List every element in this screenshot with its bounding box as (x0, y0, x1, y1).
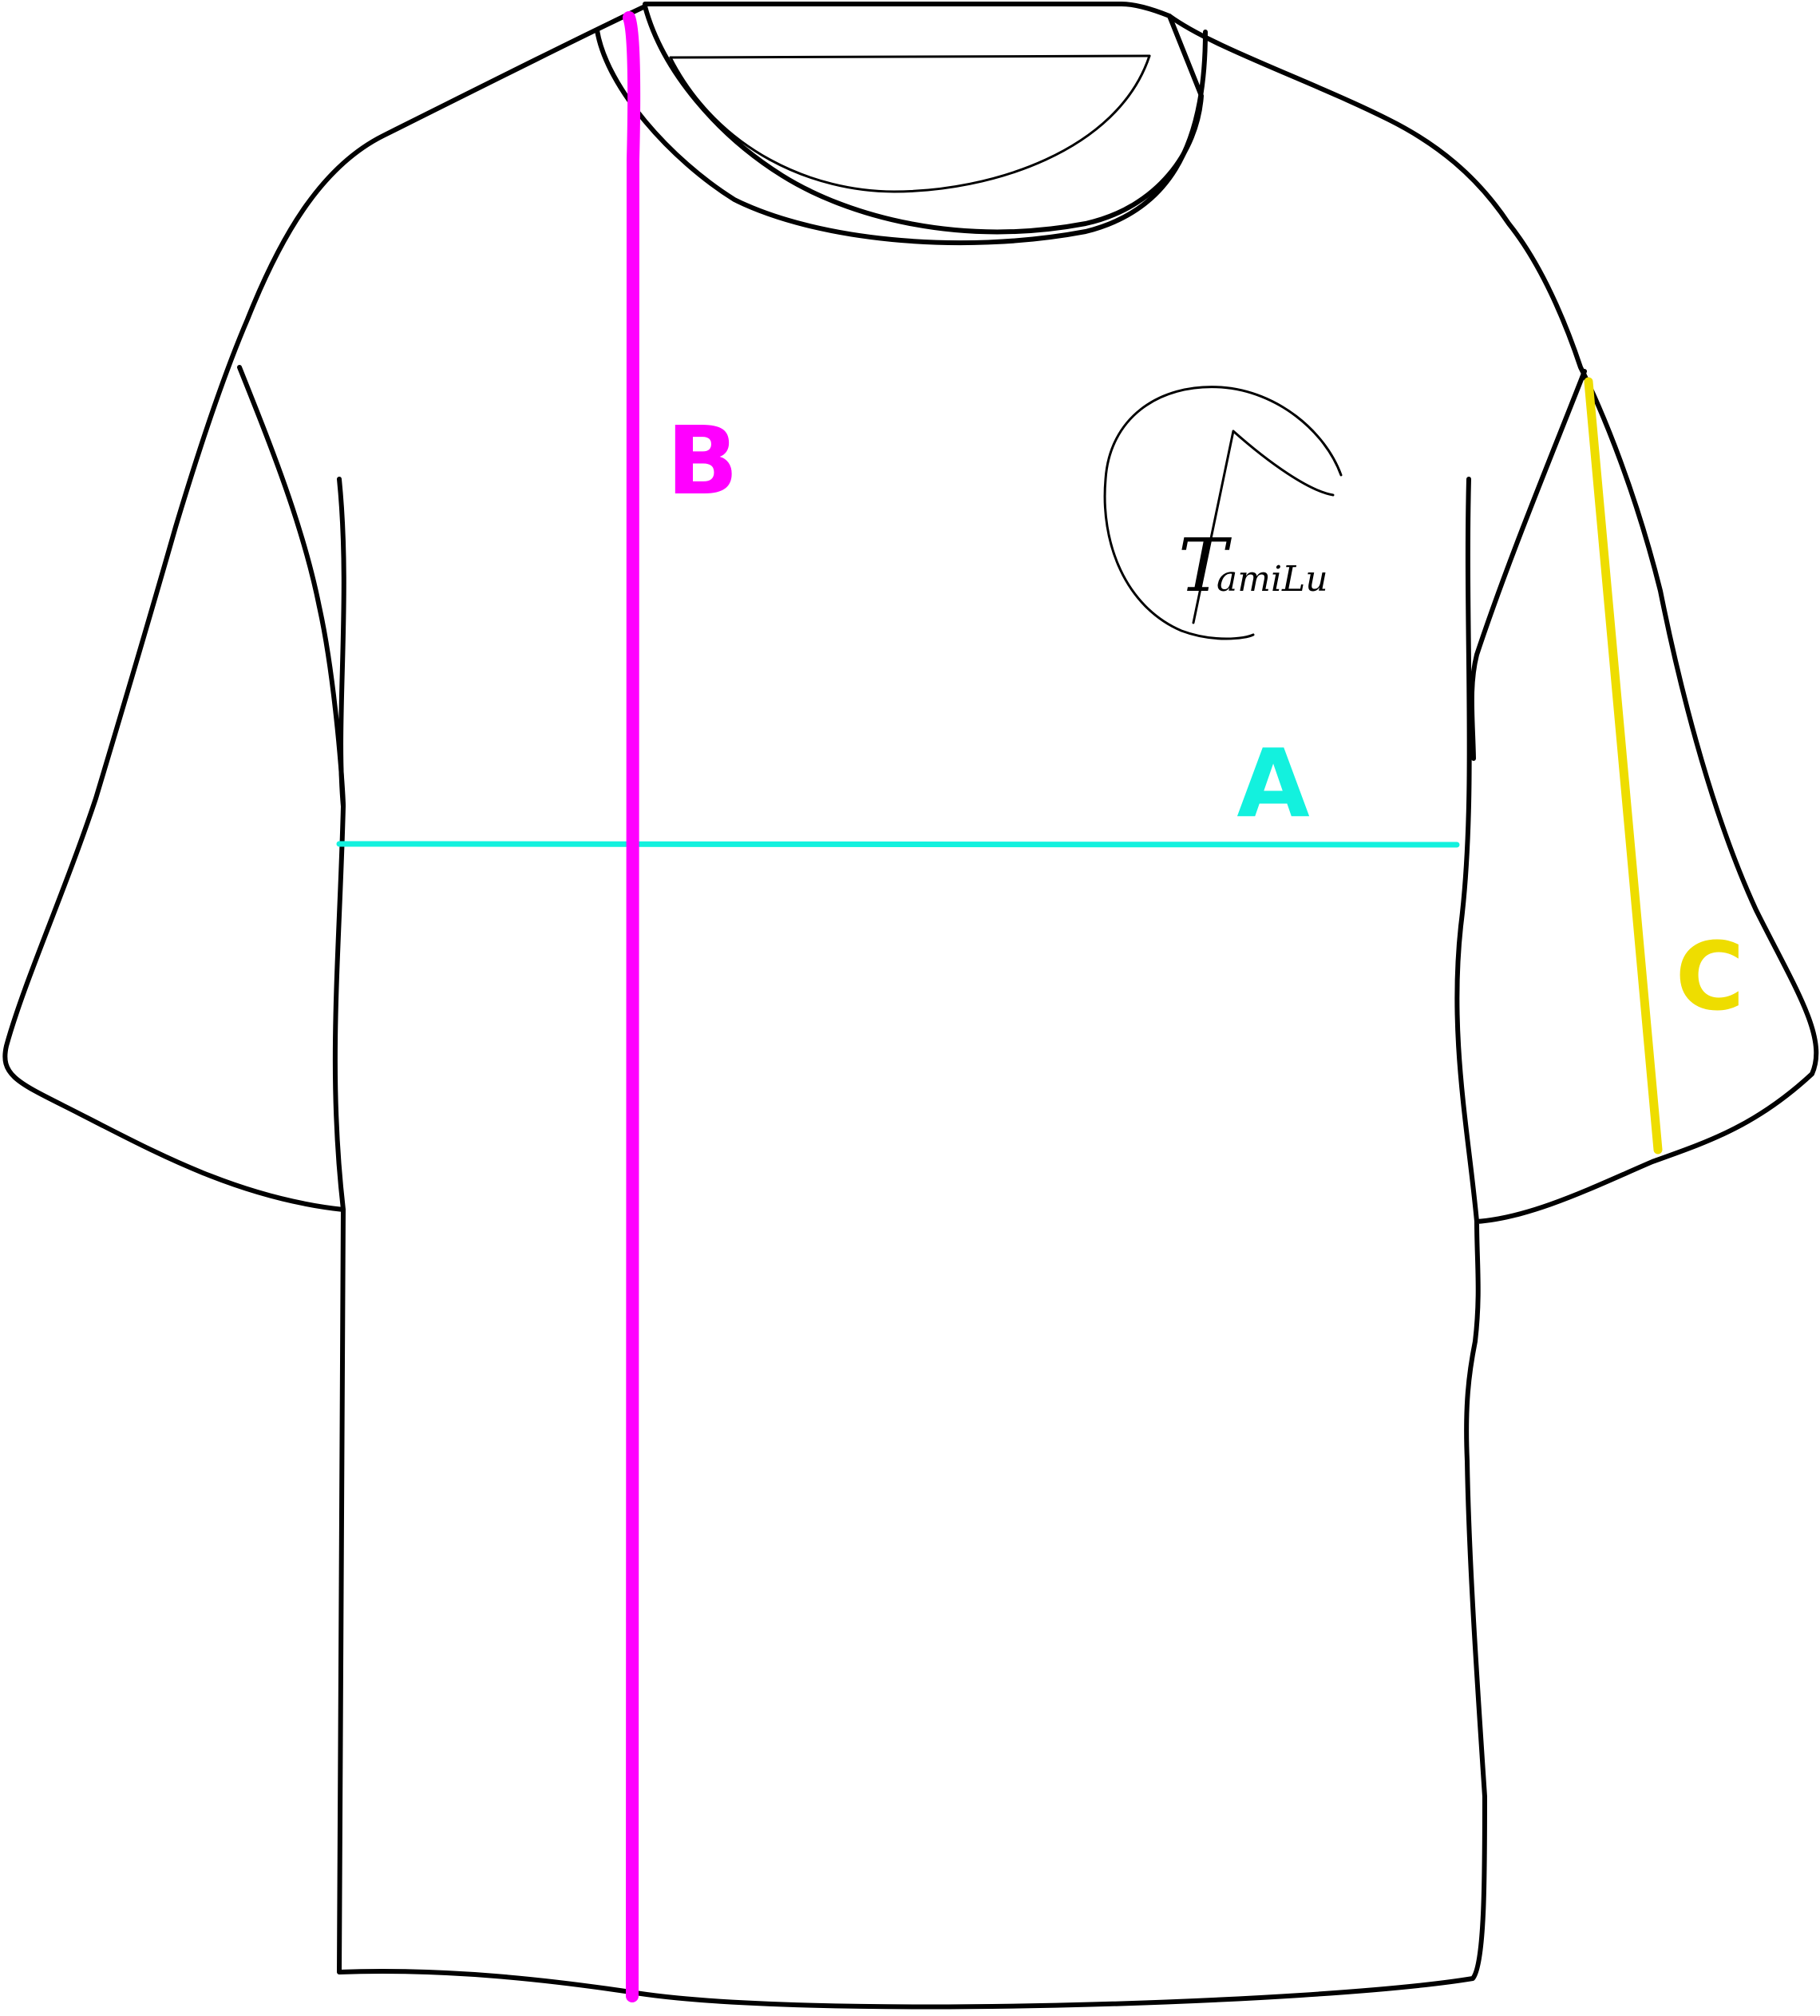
right-armhole (1454, 477, 1479, 1224)
logo-needle-stroke (1192, 430, 1335, 624)
measurement-lines (336, 11, 1663, 2002)
neckband-inner-curve (669, 54, 1151, 193)
collar-outer-outline (643, 4, 1204, 235)
brand-logo: T amiLu (1103, 386, 1343, 640)
measurement-line-c (1584, 377, 1663, 1155)
collar-inner-outline (595, 28, 1208, 246)
logo-initial: T (1178, 523, 1232, 608)
measurement-line-b (623, 11, 641, 2002)
measurement-label-a: A (1236, 728, 1309, 838)
measurement-labels: A B C (667, 406, 1744, 1032)
left-sleeve-hem (332, 804, 346, 1212)
logo-text: amiLu (1217, 559, 1328, 600)
measurement-line-a (336, 841, 1460, 848)
right-sleeve-seam (1469, 369, 1587, 761)
neckband-top-line (669, 54, 1151, 59)
measurement-label-c: C (1676, 921, 1745, 1032)
left-sleeve-seam (237, 365, 346, 809)
measurement-label-b: B (667, 406, 738, 516)
logo-circle (1103, 386, 1343, 640)
left-armhole (337, 477, 346, 809)
